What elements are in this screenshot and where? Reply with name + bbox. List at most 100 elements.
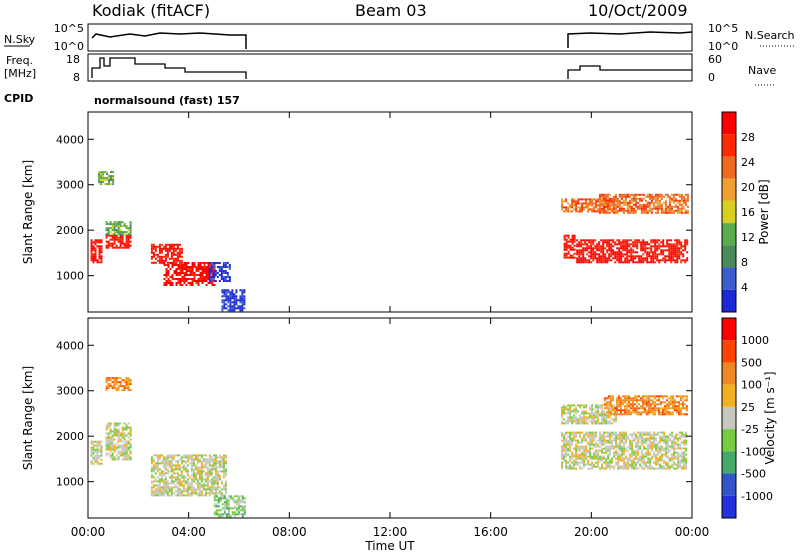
velocity-cell <box>645 437 648 440</box>
velocity-cell <box>609 459 612 462</box>
velocity-cell <box>643 395 646 398</box>
power-cell <box>678 201 681 204</box>
velocity-cell <box>154 464 157 467</box>
velocity-cell <box>641 439 644 442</box>
velocity-cell <box>154 484 157 487</box>
velocity-cell <box>653 413 656 416</box>
power-cell <box>678 207 681 210</box>
power-cell <box>618 195 621 198</box>
power-cell <box>598 257 601 260</box>
velocity-cell <box>105 428 108 431</box>
velocity-cell <box>677 465 680 468</box>
power-cell <box>626 261 629 264</box>
velocity-cell <box>569 408 572 411</box>
velocity-cell <box>561 461 564 464</box>
velocity-cell <box>635 433 638 436</box>
velocity-cell <box>581 431 584 434</box>
velocity-cell <box>190 454 193 457</box>
velocity-cell <box>224 468 227 471</box>
power-cell <box>243 307 246 310</box>
velocity-cell <box>591 443 594 446</box>
velocity-cell <box>657 453 660 456</box>
velocity-cell <box>627 397 630 400</box>
power-cell <box>584 247 587 250</box>
power-cell <box>602 207 605 210</box>
power-cell <box>100 257 103 260</box>
velocity-cell <box>633 453 636 456</box>
power-cell <box>596 259 599 262</box>
power-cell <box>180 261 183 264</box>
velocity-cell <box>605 435 608 438</box>
velocity-cell <box>627 467 630 470</box>
velocity-cell <box>243 501 246 504</box>
velocity-cell <box>90 440 93 443</box>
power-cell <box>680 259 683 262</box>
velocity-cell <box>625 449 628 452</box>
power-cell <box>644 249 647 252</box>
velocity-cell <box>170 462 173 465</box>
velocity-cell <box>623 411 626 414</box>
velocity-cell <box>105 387 108 390</box>
velocity-cell <box>573 447 576 450</box>
power-cell <box>119 234 122 237</box>
power-cell <box>111 233 114 236</box>
velocity-cell <box>571 431 574 434</box>
velocity-cell <box>609 433 612 436</box>
velocity-cell <box>615 433 618 436</box>
power-cell <box>612 205 615 208</box>
power-cell <box>199 264 202 266</box>
velocity-cell <box>623 463 626 466</box>
velocity-cell <box>591 435 594 438</box>
power-cell <box>660 251 663 254</box>
velocity-cell <box>109 446 112 449</box>
power-cell <box>571 248 574 251</box>
velocity-cell <box>109 430 112 433</box>
power-cell <box>640 209 643 212</box>
velocity-cbar-cell <box>722 451 736 474</box>
power-cell <box>586 239 589 242</box>
velocity-cell <box>192 462 195 465</box>
power-cell <box>652 253 655 256</box>
velocity-cell <box>617 399 620 402</box>
velocity-cell <box>113 377 116 380</box>
power-cell <box>201 280 204 282</box>
velocity-cell <box>573 420 576 423</box>
velocity-cell <box>627 449 630 452</box>
power-cell <box>183 274 186 276</box>
power-cell <box>119 225 122 228</box>
velocity-cell <box>239 513 242 516</box>
power-cell <box>125 238 128 241</box>
velocity-cell <box>170 470 173 473</box>
velocity-cell <box>605 457 608 460</box>
velocity-cell <box>617 467 620 470</box>
power-cell <box>193 280 196 282</box>
velocity-cell <box>156 494 159 497</box>
power-cell <box>594 239 597 242</box>
power-cell <box>227 305 230 308</box>
power-cell <box>172 249 175 252</box>
power-cell <box>640 257 643 260</box>
velocity-cell <box>176 472 179 475</box>
power-cell <box>170 257 173 260</box>
power-cell <box>167 266 170 268</box>
velocity-cell <box>671 465 674 468</box>
power-cell <box>648 205 651 208</box>
power-cell <box>620 243 623 246</box>
power-cell <box>642 197 645 200</box>
power-cell <box>596 257 599 260</box>
velocity-cell <box>649 405 652 408</box>
velocity-cell <box>635 463 638 466</box>
velocity-cell <box>563 439 566 442</box>
power-cell <box>571 204 574 207</box>
velocity-cell <box>214 490 217 493</box>
velocity-cell <box>595 414 598 417</box>
power-cell <box>591 208 594 211</box>
power-cell <box>596 261 599 264</box>
velocity-cell <box>200 476 203 479</box>
power-cell <box>150 245 153 248</box>
velocity-cell <box>667 457 670 460</box>
velocity-cell <box>223 511 226 514</box>
velocity-cell <box>623 459 626 462</box>
power-cell <box>152 251 155 254</box>
power-cell <box>684 193 687 196</box>
